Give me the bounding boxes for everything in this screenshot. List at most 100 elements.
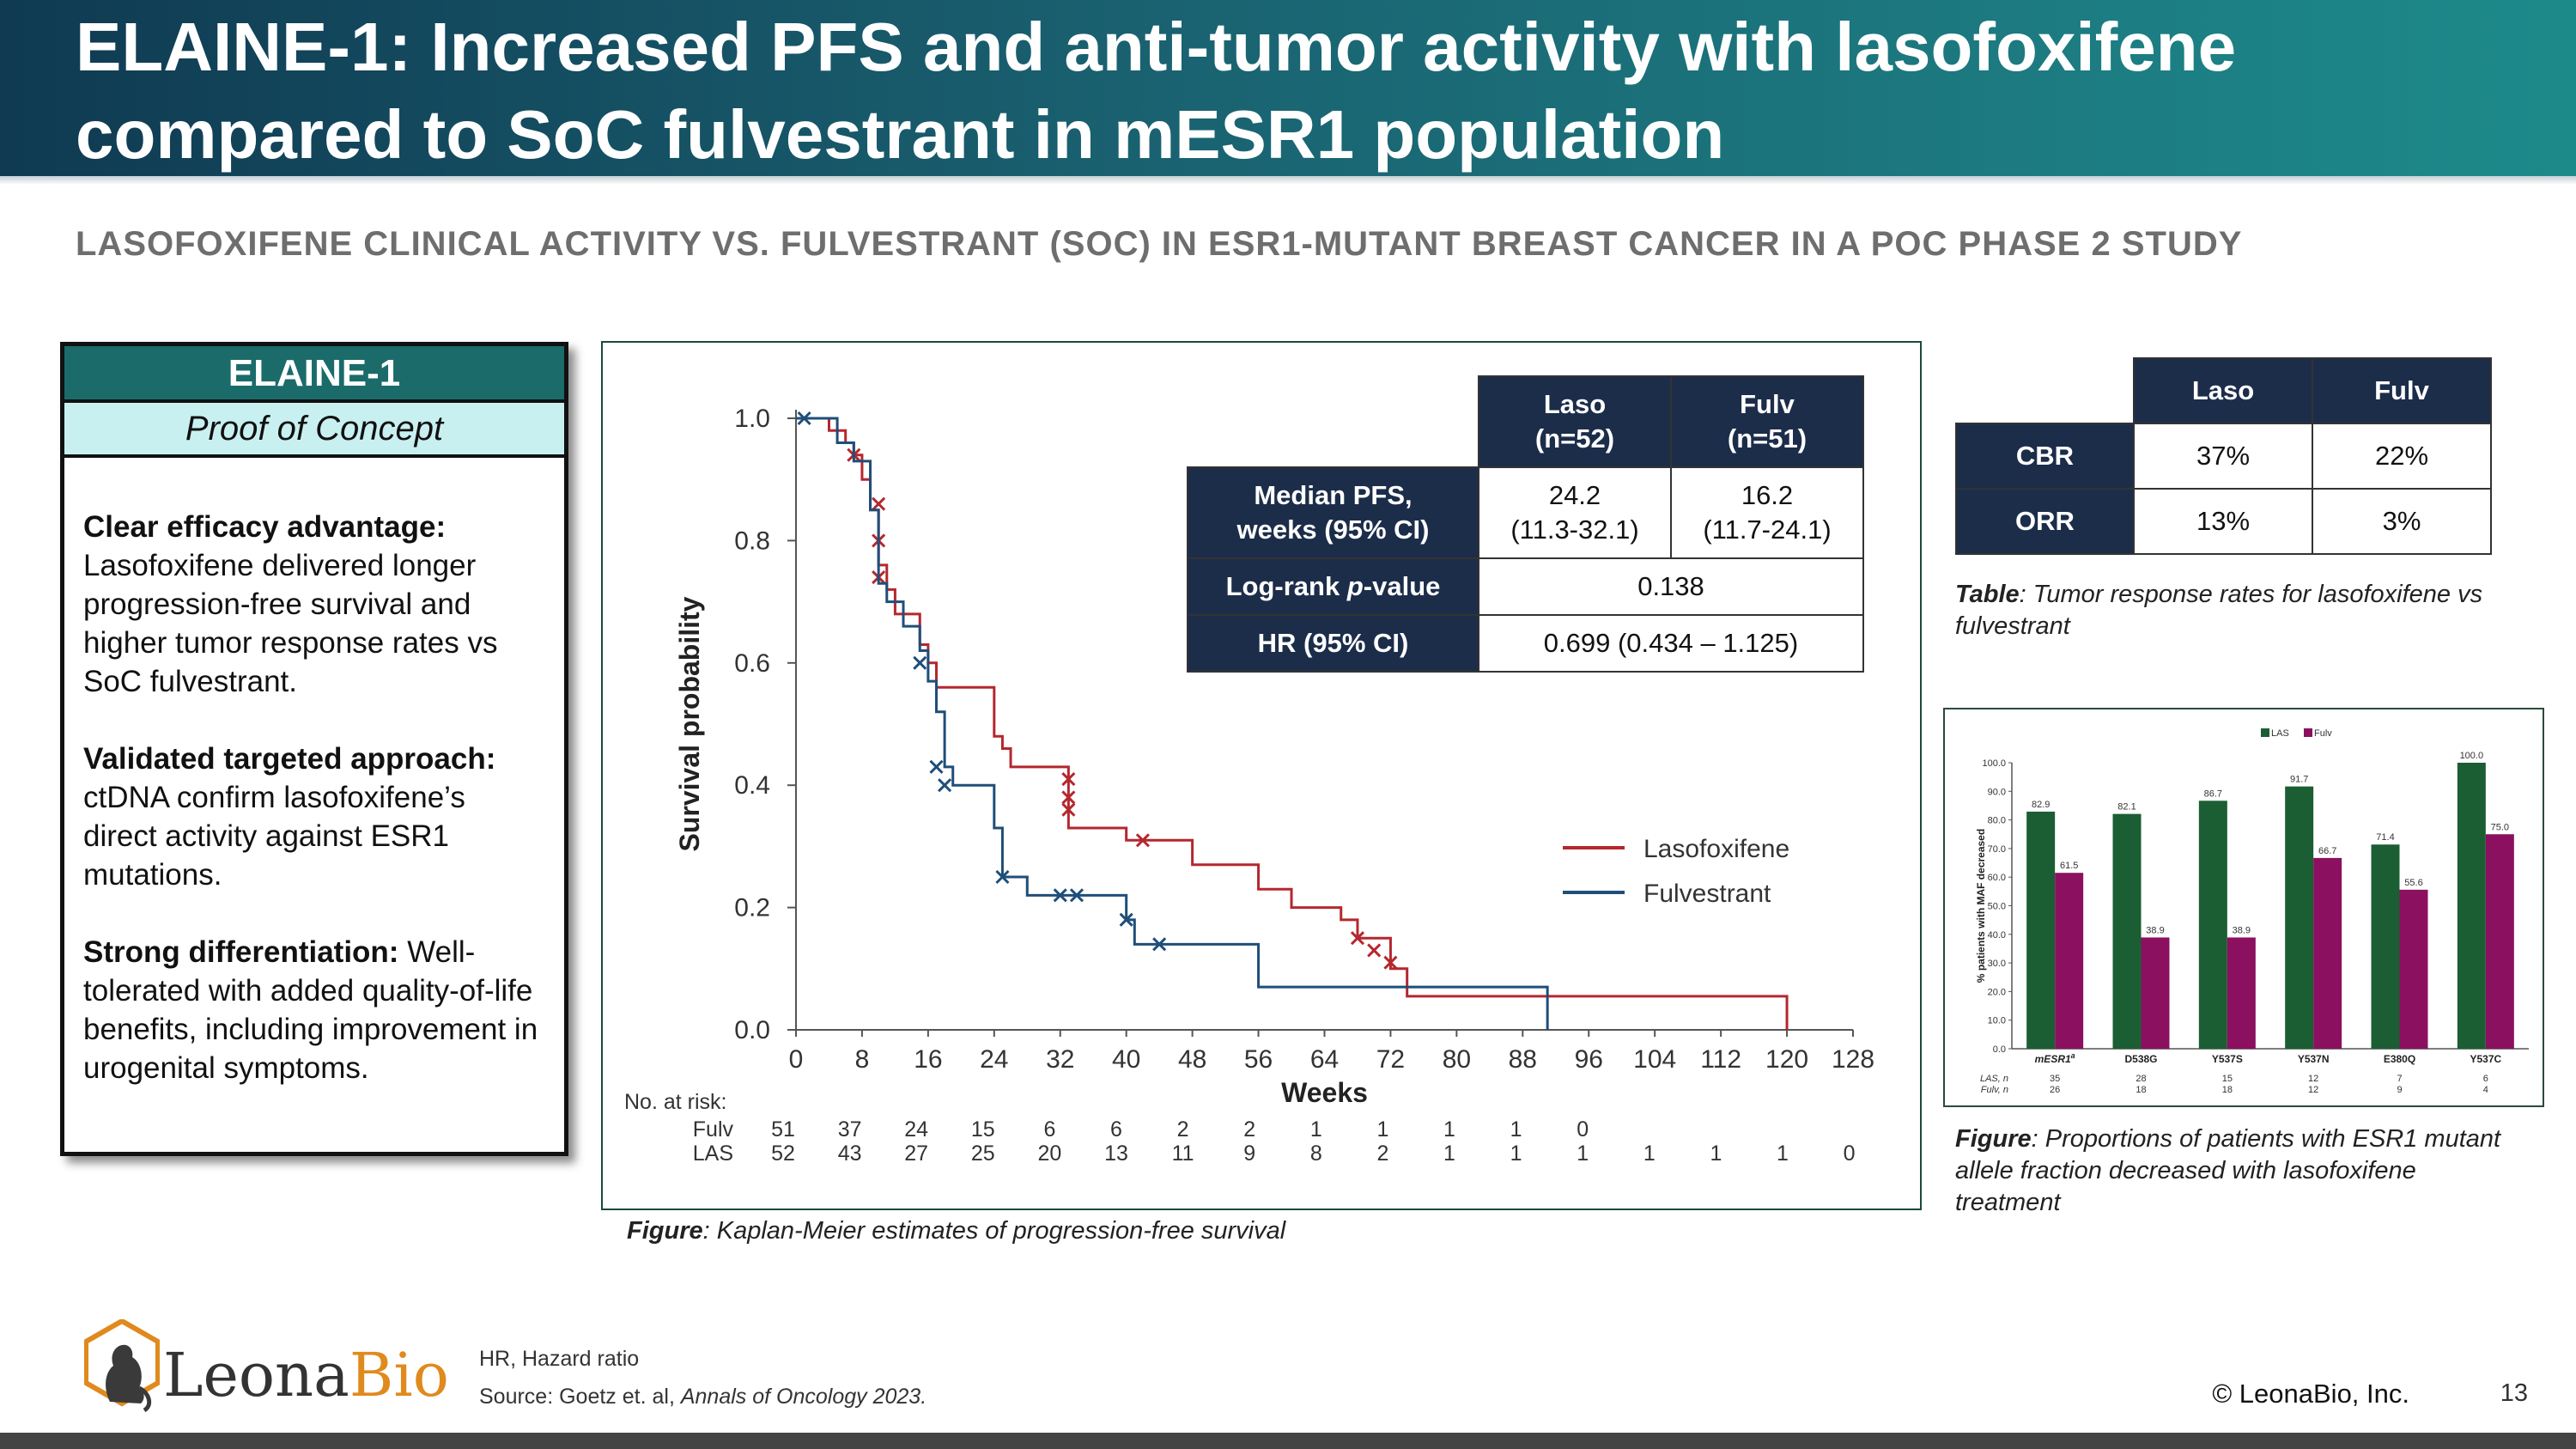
km-y-axis-label: Survival probability (674, 596, 705, 851)
resp-col-fulv: Fulv (2312, 357, 2492, 424)
km-censor-mark-fulvestrant (1119, 912, 1133, 927)
risk-value: 1 (1310, 1117, 1322, 1142)
bar-y-tick-label: 100.0 (1982, 758, 2006, 769)
km-censor-mark-fulvestrant (995, 869, 1010, 885)
bar-y-tick-label: 40.0 (1988, 930, 2006, 941)
bar-las (2112, 813, 2142, 1049)
bar-value-label: 75.0 (2491, 822, 2509, 832)
resp-cbr-fulv: 22% (2312, 423, 2492, 490)
point-targeted: Validated targeted approach: ctDNA confir… (83, 740, 545, 894)
bar-las (2371, 844, 2400, 1049)
bottom-bar (0, 1433, 2576, 1449)
km-x-tick-label: 16 (914, 1045, 942, 1074)
resp-cbr-laso: 37% (2133, 423, 2313, 490)
page-title: ELAINE-1: Increased PFS and anti-tumor a… (76, 9, 2237, 173)
bar-value-label: 66.7 (2318, 846, 2336, 856)
km-y-tick-label: 0.2 (734, 894, 770, 922)
leonabio-wordmark: LeonaBio (163, 1340, 449, 1410)
risk-value: 0 (1844, 1142, 1856, 1166)
risk-value: 11 (1172, 1142, 1194, 1166)
km-x-tick-label: 104 (1633, 1045, 1676, 1074)
point-lead: Clear efficacy advantage: (83, 510, 447, 544)
km-censor-mark-fulvestrant (797, 411, 811, 426)
bar-category-label: mESR1a (2035, 1051, 2075, 1065)
response-caption-lead: Table (1955, 581, 2020, 608)
footnote-source: Source: Goetz et. al, Annals of Oncology… (479, 1385, 927, 1409)
km-x-tick-label: 88 (1509, 1045, 1537, 1074)
col-laso-label: Laso (1543, 389, 1607, 419)
bar-n-value: 15 (2222, 1074, 2233, 1084)
km-chart-frame: 0.0 0.2 0.4 0.6 0.8 1.0 0 8 16 24 32 40 48 56 64 72 80 88… (601, 341, 1922, 1210)
km-censor-mark-lasofoxifene (872, 496, 886, 511)
risk-value: 6 (1043, 1117, 1055, 1142)
bar-category-label: Y537N (2298, 1053, 2330, 1065)
risk-value: 20 (1037, 1142, 1061, 1166)
bar-y-tick-label: 60.0 (1988, 873, 2006, 883)
risk-value: 2 (1177, 1117, 1189, 1142)
page-number: 13 (2500, 1379, 2528, 1407)
risk-value: 15 (971, 1117, 995, 1142)
bar-fulv (2141, 937, 2170, 1049)
bar-las (2285, 786, 2314, 1049)
col-laso: Laso (n=52) (1478, 375, 1672, 468)
risk-value: 1 (1777, 1142, 1789, 1166)
km-caption: Figure: Kaplan-Meier estimates of progre… (627, 1217, 1285, 1245)
maf-bar-chart: 0.0 10.0 20.0 30.0 40.0 50.0 60.0 70.0 80.0 90.0 1… (1975, 728, 2529, 1095)
bar-fulv (2485, 834, 2514, 1049)
risk-value: 1 (1577, 1142, 1589, 1166)
km-curve-lasofoxifene (796, 417, 1789, 1030)
bar-value-label: 86.7 (2204, 788, 2222, 799)
km-x-tick-label: 96 (1575, 1045, 1603, 1074)
risk-value: 43 (838, 1142, 862, 1166)
bar-y-tick-label: 30.0 (1988, 959, 2006, 969)
bar-fulv (2313, 857, 2342, 1049)
stats-row-logrank: Log-rank p-value 0.138 (1187, 557, 1864, 616)
footnote-hr: HR, Hazard ratio (479, 1347, 640, 1371)
km-censor-mark-lasofoxifene (1350, 931, 1365, 946)
section-subtitle: LASOFOXIFENE CLINICAL ACTIVITY VS. FULVE… (76, 225, 2243, 263)
km-y-tick-label: 0.0 (734, 1016, 770, 1044)
risk-value: 9 (1243, 1142, 1255, 1166)
bar-value-label: 71.4 (2376, 832, 2394, 843)
maf-bar-chart-frame: 0.0 10.0 20.0 30.0 40.0 50.0 60.0 70.0 80.0 90.0 1… (1943, 708, 2544, 1107)
bar-n-value: 7 (2397, 1074, 2402, 1084)
row-logrank-label: Log-rank p-value (1187, 557, 1479, 616)
bar-n-value: 12 (2308, 1074, 2318, 1084)
bar-y-tick-label: 10.0 (1988, 1016, 2006, 1026)
title-banner: ELAINE-1: Increased PFS and anti-tumor a… (0, 0, 2576, 176)
bar-n-label: LAS, n (1980, 1074, 2008, 1084)
pfs-fulv-median: 16.2 (1741, 480, 1794, 510)
km-chart: 0.00.20.40.60.81.00 8 16 24 32 40 48 56 64 72 80 88… (624, 405, 1874, 1166)
km-censor-mark-fulvestrant (929, 759, 944, 774)
bar-n-value: 4 (2483, 1085, 2488, 1095)
row-pfs-label-b: weeks (95% CI) (1236, 514, 1430, 545)
km-censor-mark-lasofoxifene (1367, 943, 1382, 958)
risk-value: 1 (1510, 1142, 1522, 1166)
row-hr-label: HR (95% CI) (1187, 614, 1479, 673)
risk-value: 24 (904, 1117, 928, 1142)
col-fulv-n: (n=51) (1727, 423, 1807, 454)
km-x-tick-label: 112 (1700, 1045, 1741, 1074)
risk-value: 1 (1510, 1117, 1522, 1142)
risk-row-label: Fulv (693, 1117, 734, 1142)
bar-value-label: 82.9 (2032, 800, 2050, 810)
bar-legend-label: Fulv (2314, 728, 2332, 739)
elaine-box-subtitle: Proof of Concept (64, 403, 564, 458)
km-censor-mark-lasofoxifene (1383, 955, 1398, 970)
bar-n-value: 35 (2050, 1074, 2060, 1084)
logrank-b: -value (1363, 571, 1441, 601)
stats-header-row: Laso (n=52) Fulv (n=51) (1188, 375, 1864, 468)
bar-y-tick-label: 70.0 (1988, 844, 2006, 855)
risk-table-title: No. at risk: (624, 1090, 726, 1114)
stats-row-hr: HR (95% CI) 0.699 (0.434 – 1.125) (1187, 614, 1864, 673)
bar-fulv (2399, 889, 2428, 1049)
point-text: ctDNA confirm lasofoxifene’s direct acti… (83, 781, 465, 892)
elaine-box-body: Clear efficacy advantage: Lasofoxifene de… (64, 458, 564, 1087)
logrank-value: 0.138 (1478, 557, 1864, 616)
km-x-tick-label: 72 (1376, 1045, 1405, 1074)
logo-main: Leona (163, 1340, 349, 1410)
col-fulv: Fulv (n=51) (1670, 375, 1864, 468)
response-header-row: Laso Fulv (1956, 357, 2492, 424)
bar-value-label: 91.7 (2290, 775, 2308, 785)
source-journal: Annals of Oncology 2023. (680, 1385, 927, 1409)
